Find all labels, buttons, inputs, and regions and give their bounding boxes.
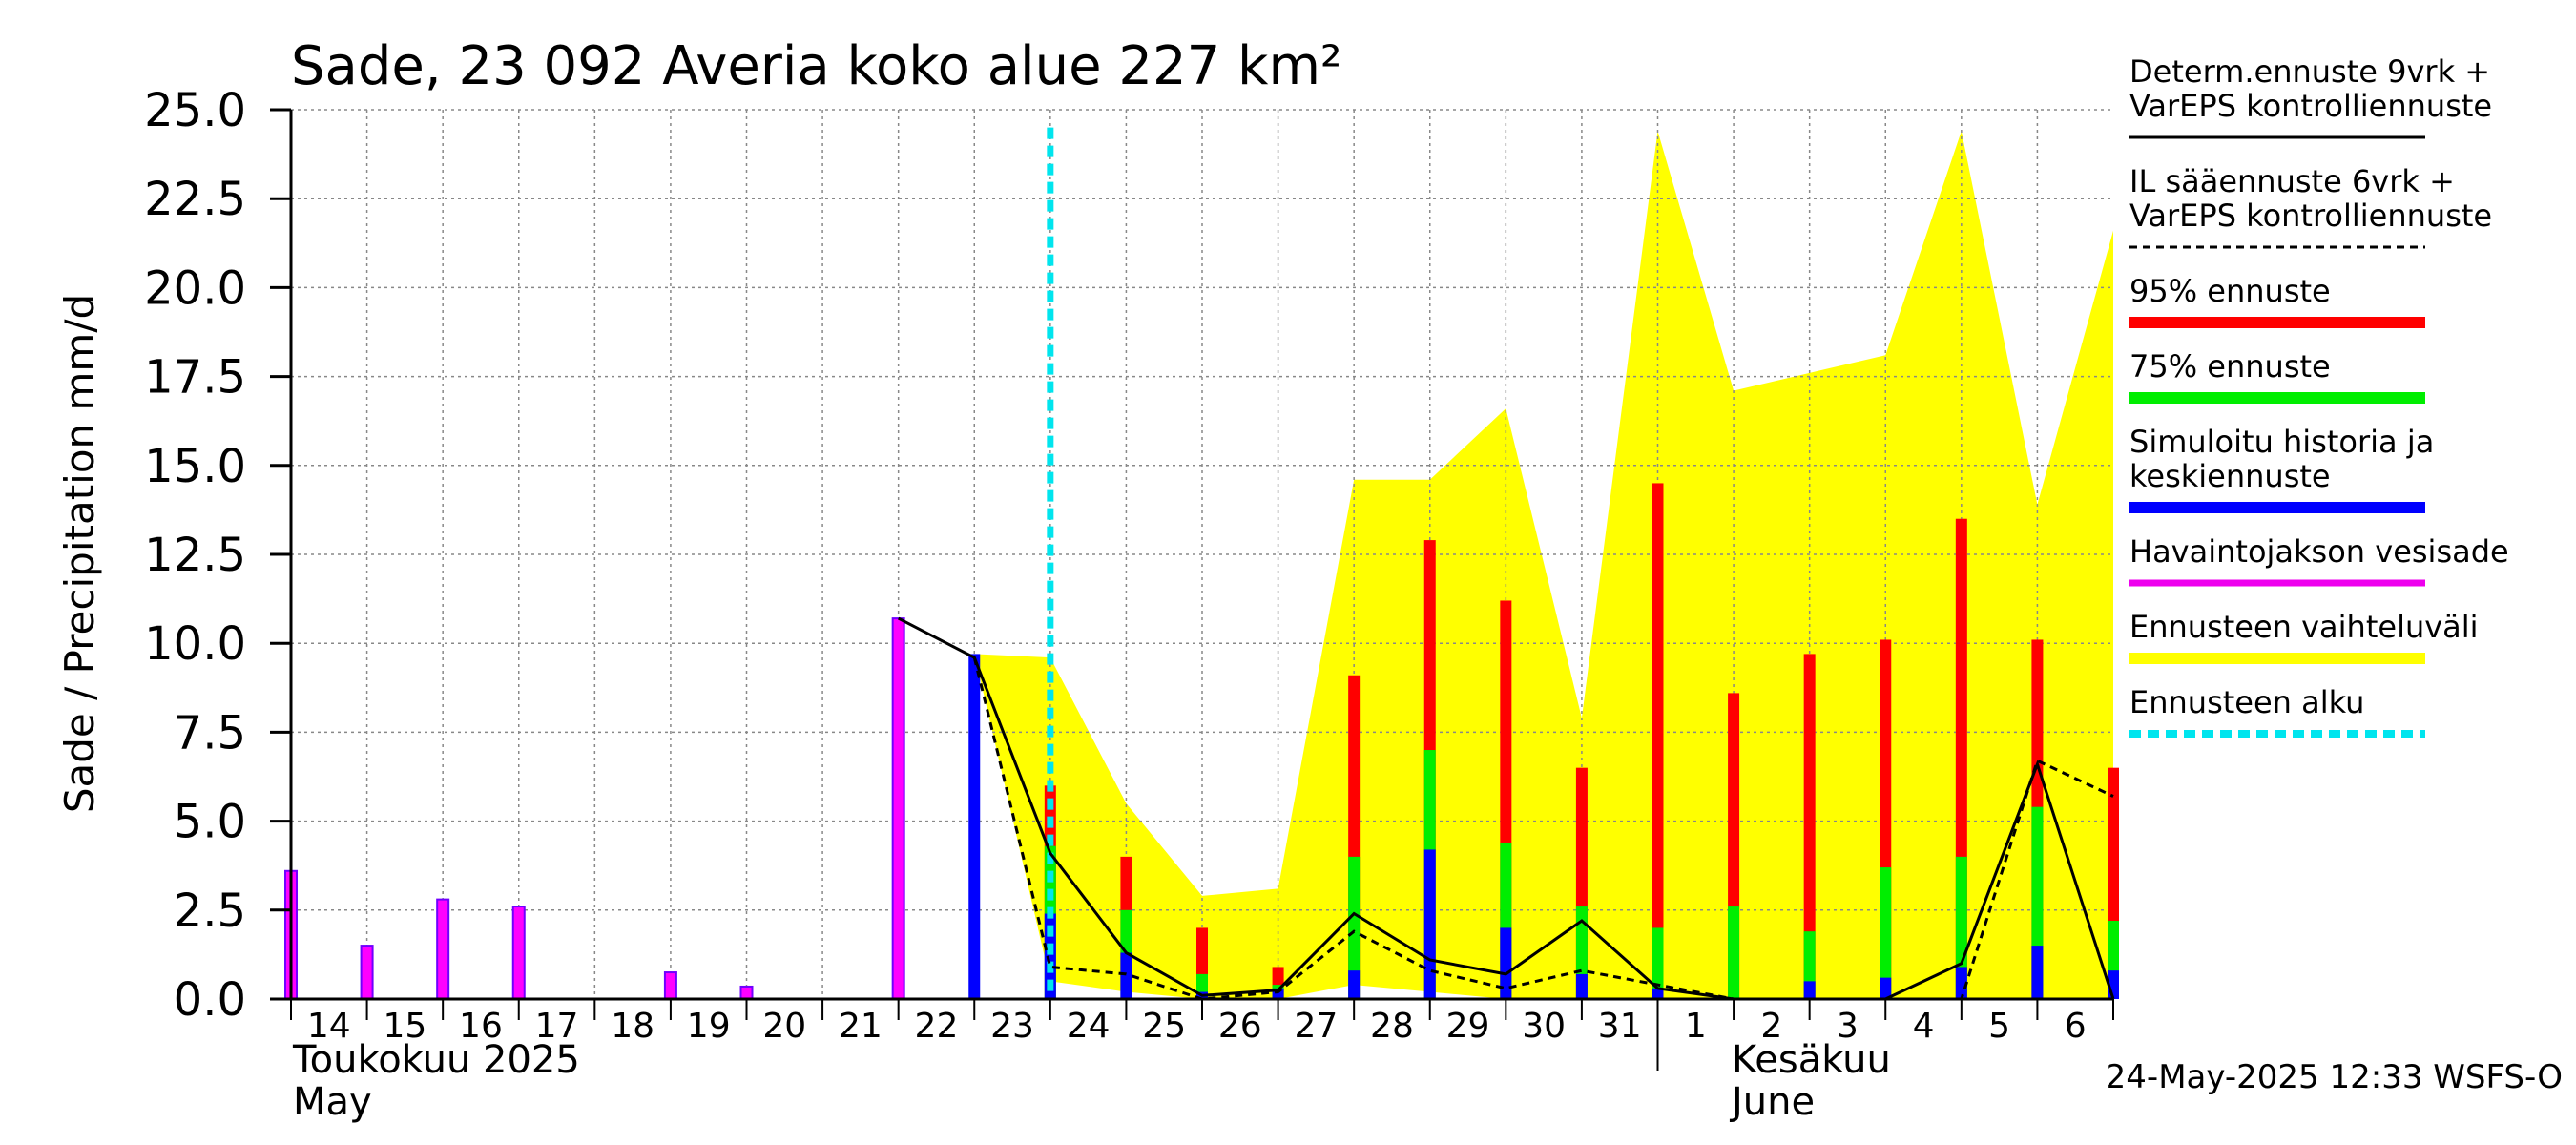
x-tick-label: 29: [1446, 1007, 1490, 1046]
y-tick-label: 7.5: [174, 706, 246, 760]
legend-label: VarEPS kontrolliennuste: [2129, 198, 2492, 234]
x-tick-label: 23: [990, 1007, 1034, 1046]
x-tick-label: 5: [1988, 1007, 2010, 1046]
x-tick-label: 4: [1913, 1007, 1935, 1046]
x-tick-label: 14: [307, 1007, 351, 1046]
legend-label: keskiennuste: [2129, 458, 2331, 494]
chart-title: Sade, 23 092 Averia koko alue 227 km²: [291, 35, 1341, 97]
x-tick-label: 1: [1685, 1007, 1707, 1046]
legend-label: Ennusteen alku: [2129, 684, 2364, 720]
legend: Determ.ennuste 9vrk +VarEPS kontrollienn…: [2129, 53, 2509, 738]
mean-forecast-bar: [1880, 977, 1892, 999]
observed-precipitation-bar: [663, 971, 677, 1000]
p95-forecast-bar: [1803, 654, 1816, 999]
x-tick-label: 18: [611, 1007, 654, 1046]
legend-label: Simuloitu historia ja: [2129, 424, 2434, 460]
month-label-june-en: June: [1729, 1080, 1815, 1124]
x-tick-label: 25: [1142, 1007, 1186, 1046]
x-tick-label: 31: [1598, 1007, 1642, 1046]
month-label-may-fi: Toukokuu 2025: [292, 1038, 580, 1082]
x-tick-label: 30: [1522, 1007, 1566, 1046]
y-tick-label: 10.0: [144, 617, 246, 671]
x-tick-label: 20: [762, 1007, 806, 1046]
legend-label: Determ.ennuste 9vrk +: [2129, 53, 2490, 90]
p75-forecast-bar: [1652, 927, 1664, 999]
p75-forecast-bar: [1880, 867, 1892, 999]
y-tick-label: 12.5: [144, 529, 246, 582]
month-label-june-fi: Kesäkuu: [1732, 1038, 1891, 1082]
y-tick-label: 0.0: [174, 973, 246, 1027]
x-tick-label: 24: [1067, 1007, 1111, 1046]
mean-forecast-bar: [1120, 952, 1132, 999]
mean-forecast-bar: [968, 654, 981, 999]
x-tick-label: 2: [1760, 1007, 1782, 1046]
p75-forecast-bar: [1728, 906, 1740, 999]
observed-precipitation-bar: [360, 945, 374, 1001]
y-tick-label: 22.5: [144, 173, 246, 226]
mean-forecast-bar: [1652, 988, 1664, 999]
x-tick-label: 28: [1370, 1007, 1414, 1046]
legend-label: IL sääennuste 6vrk +: [2129, 163, 2455, 199]
x-tick-label: 26: [1218, 1007, 1262, 1046]
legend-label: VarEPS kontrolliennuste: [2129, 88, 2492, 124]
y-tick-label: 15.0: [144, 440, 246, 493]
y-tick-label: 25.0: [144, 84, 246, 137]
y-tick-label: 20.0: [144, 261, 246, 315]
y-tick-label: 2.5: [174, 885, 246, 938]
x-tick-label: 3: [1837, 1007, 1859, 1046]
legend-label: 95% ennuste: [2129, 273, 2331, 309]
legend-label: Havaintojakson vesisade: [2129, 533, 2509, 570]
timestamp: 24-May-2025 12:33 WSFS-O: [2106, 1058, 2563, 1096]
x-tick-label: 17: [535, 1007, 579, 1046]
x-tick-label: 6: [2065, 1007, 2087, 1046]
mean-forecast-bar: [1423, 849, 1436, 999]
y-axis-label: Sade / Precipitation mm/d: [56, 294, 103, 813]
x-tick-label: 19: [687, 1007, 731, 1046]
x-tick-label: 15: [383, 1007, 426, 1046]
mean-forecast-bar: [1803, 981, 1816, 999]
y-tick-label: 5.0: [174, 796, 246, 849]
observed-precipitation-bar: [739, 985, 754, 1001]
y-tick-label: 17.5: [144, 351, 246, 405]
legend-label: 75% ennuste: [2129, 348, 2331, 385]
observed-precipitation-bar: [436, 898, 450, 1001]
month-label-may-en: May: [293, 1080, 372, 1124]
observed-precipitation-bar: [891, 617, 905, 1000]
forecast-range-band: [974, 131, 2113, 1000]
x-tick-label: 22: [915, 1007, 959, 1046]
mean-forecast-bar: [1272, 988, 1284, 999]
p95-forecast-bar: [1652, 483, 1664, 999]
p75-forecast-bar: [1348, 856, 1361, 999]
x-tick-label: 21: [839, 1007, 883, 1046]
legend-label: Ennusteen vaihteluväli: [2129, 609, 2479, 645]
mean-forecast-bar: [1575, 973, 1588, 999]
observed-precipitation-bar: [511, 906, 526, 1001]
x-tick-label: 16: [459, 1007, 503, 1046]
plot-area: 0.0 2.5 5.0 7.5 10.0 12.5 15.0 17.5 20.0 22.5 25.0…: [144, 84, 2119, 1071]
mean-forecast-bar: [1348, 970, 1361, 999]
mean-forecast-bar: [1500, 927, 1512, 999]
determ-forecast-line: [897, 616, 2115, 1001]
mean-forecast-bar: [1955, 967, 1967, 999]
mean-forecast-bar: [2031, 946, 2044, 999]
x-tick-label: 27: [1294, 1007, 1338, 1046]
